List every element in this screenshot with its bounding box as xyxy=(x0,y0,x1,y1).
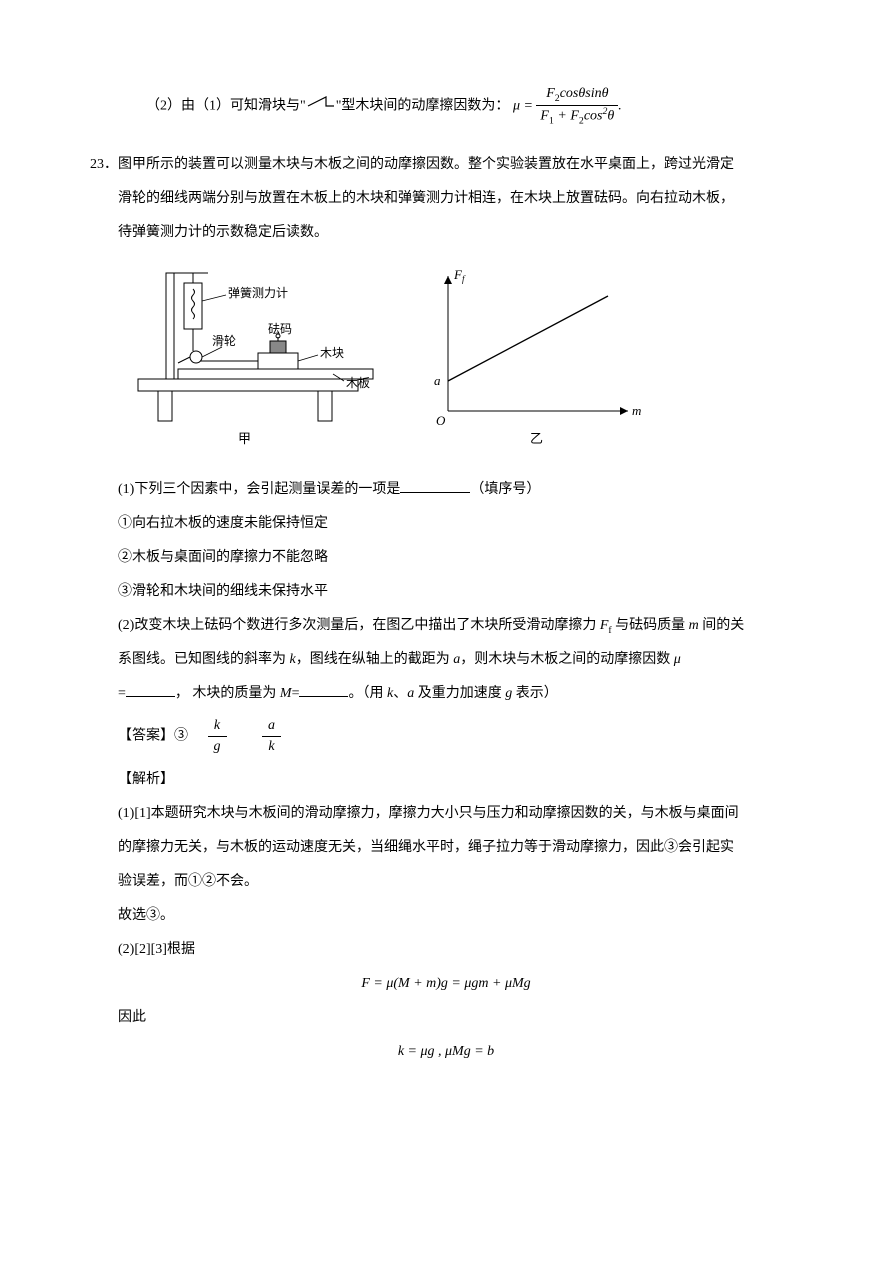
q23-sub1-opt2: ②木板与桌面间的摩擦力不能忽略 xyxy=(90,544,802,572)
s2-l1b: 与砝码质量 xyxy=(612,618,689,633)
explain-p1-l2: 的摩擦力无关，与木板的运动速度无关，当细绳水平时，绳子拉力等于滑动摩擦力，因此③… xyxy=(90,834,802,862)
s2-l3f: 及重力加速度 xyxy=(414,686,505,701)
s2-l2b: ，图线在纵轴上的截距为 xyxy=(296,652,454,667)
answer-frac2: a k xyxy=(262,716,281,756)
label-block: 木块 xyxy=(320,346,344,360)
chart-ylabel: Ff xyxy=(453,267,466,284)
explain-p3-formula: k = μg , μMg = b xyxy=(90,1038,802,1066)
q22-part2: （2）由（1）可知滑块与" "型木块间的动摩擦因数为： μ = F2cosθsin… xyxy=(90,86,802,127)
ans-f2-num: a xyxy=(262,716,281,737)
explain-p1-conc: 故选③。 xyxy=(90,902,802,930)
s2-l3c: = xyxy=(292,686,300,701)
wedge-icon xyxy=(306,92,336,120)
q22-mu-lhs: μ = xyxy=(513,99,533,114)
sym-M: M xyxy=(280,686,292,701)
caption-yi: 乙 xyxy=(530,431,543,446)
ans-f1-den: g xyxy=(208,737,227,757)
q22-mu-num: F2cosθsinθ xyxy=(536,86,618,106)
caption-jia: 甲 xyxy=(238,431,251,446)
s2-l3d: 。（用 xyxy=(348,686,387,701)
explain-p3-head: 因此 xyxy=(90,1004,802,1032)
q23-sub2-l1: (2)改变木块上砝码个数进行多次测量后，在图乙中描出了木块所受滑动摩擦力 Ff … xyxy=(90,612,802,640)
s2-l3a: = xyxy=(118,686,126,701)
q23-sub1-hint: （填序号） xyxy=(470,482,540,497)
label-weight: 砝码 xyxy=(268,321,292,336)
explain-p2-head: (2)[2][3]根据 xyxy=(90,936,802,964)
blank-mu xyxy=(126,682,175,697)
explain-p1-l1: (1)[1]本题研究木块与木板间的滑动摩擦力，摩擦力大小只与压力和动摩擦因数的关… xyxy=(90,800,802,828)
q23-stem-l2: 滑轮的细线两端分别与放置在木板上的木块和弹簧测力计相连，在木块上放置砝码。向右拉… xyxy=(90,185,802,213)
chart-xlabel: m xyxy=(632,403,641,418)
answer-row: 【答案】③ k g a k xyxy=(90,716,802,756)
ans-f2-den: k xyxy=(262,737,281,757)
q23-sub2-l3: =， 木块的质量为 M=。（用 k、a 及重力加速度 g 表示） xyxy=(90,680,802,708)
q22-suffix: . xyxy=(618,99,622,114)
sym-m: m xyxy=(689,618,699,633)
diagram-apparatus: 弹簧测力计 滑轮 砝码 木块 木板 甲 xyxy=(118,261,378,462)
label-pulley: 滑轮 xyxy=(212,334,236,348)
explain-label: 【解析】 xyxy=(90,766,802,794)
label-spring: 弹簧测力计 xyxy=(228,285,288,300)
q23-sub1: (1)下列三个因素中，会引起测量误差的一项是 （填序号） xyxy=(90,476,802,504)
blank-M xyxy=(299,682,348,697)
s2-l1c: 间的关 xyxy=(699,618,745,633)
q23-number: 23． xyxy=(90,157,118,172)
s2-l1a: (2)改变木块上砝码个数进行多次测量后，在图乙中描出了木块所受滑动摩擦力 xyxy=(118,618,600,633)
q23-stem-l3: 待弹簧测力计的示数稳定后读数。 xyxy=(90,219,802,247)
s2-l2c: ，则木块与木板之间的动摩擦因数 xyxy=(460,652,674,667)
sym-mu: μ xyxy=(674,652,681,667)
q22-mu-frac: F2cosθsinθ F1 + F2cos2θ xyxy=(536,86,618,127)
q23-sub2-l2: 系图线。已知图线的斜率为 k，图线在纵轴上的截距为 a，则木块与木板之间的动摩擦… xyxy=(90,646,802,674)
s2-l3g: 表示） xyxy=(512,686,558,701)
q22-mu-den: F1 + F2cos2θ xyxy=(536,106,618,127)
s2-l2a: 系图线。已知图线的斜率为 xyxy=(118,652,290,667)
ans-f1-num: k xyxy=(208,716,227,737)
q23-sub1-text: (1)下列三个因素中，会引起测量误差的一项是 xyxy=(118,482,400,497)
q23-sub1-opt1: ①向右拉木板的速度未能保持恒定 xyxy=(90,510,802,538)
q23-stem-l1: 图甲所示的装置可以测量木块与木板之间的动摩擦因数。整个实验装置放在水平桌面上，跨… xyxy=(118,157,734,172)
q23-stem: 23．图甲所示的装置可以测量木块与木板之间的动摩擦因数。整个实验装置放在水平桌面… xyxy=(90,151,802,179)
explain-p2-formula: F = μ(M + m)g = μgm + μMg xyxy=(90,970,802,998)
q23-sub1-opt3: ③滑轮和木块间的细线未保持水平 xyxy=(90,578,802,606)
chart-a-label: a xyxy=(434,373,441,388)
figures-row: 弹簧测力计 滑轮 砝码 木块 木板 甲 a O Ff m xyxy=(118,261,802,462)
sym-Ff: Ff xyxy=(600,618,612,633)
chart-origin: O xyxy=(436,413,446,428)
chart-yi: a O Ff m 乙 xyxy=(418,261,648,462)
answer-frac1: k g xyxy=(208,716,227,756)
s2-l3e: 、 xyxy=(393,686,407,701)
label-board: 木板 xyxy=(346,376,370,390)
s2-l3b: ， 木块的质量为 xyxy=(175,686,280,701)
answer-1: ③ xyxy=(174,728,188,743)
explain-p1-l3: 验误差，而①②不会。 xyxy=(90,868,802,896)
blank-sub1 xyxy=(400,478,470,493)
answer-label: 【答案】 xyxy=(118,728,174,743)
q22-after-icon: "型木块间的动摩擦因数为： xyxy=(336,99,510,114)
q22-prefix: （2）由（1）可知滑块与" xyxy=(146,99,306,114)
